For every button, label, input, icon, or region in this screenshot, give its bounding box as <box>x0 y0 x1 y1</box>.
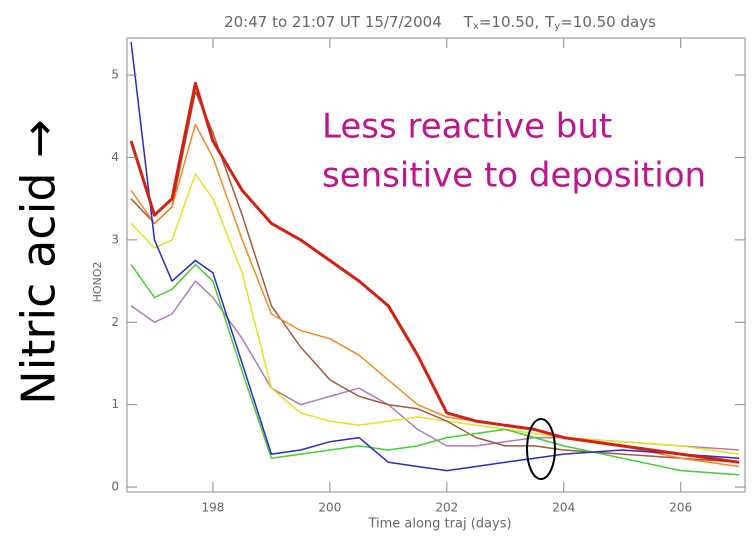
y-tick-label: 4 <box>111 150 119 164</box>
y-tick-label: 5 <box>111 68 119 82</box>
x-tick-label: 198 <box>201 501 224 515</box>
title-ty-sub: y <box>554 21 560 32</box>
x-tick-label: 200 <box>318 501 341 515</box>
highlight-ellipse <box>526 418 556 480</box>
plot-area <box>129 42 740 476</box>
title-ty-value: =10.50 days <box>560 13 656 31</box>
title-tx: T <box>463 13 474 31</box>
series-line <box>129 81 740 464</box>
x-tick-label: 206 <box>669 501 692 515</box>
y-tick-label: 0 <box>111 480 119 494</box>
y-axis-label: HONO2 <box>91 262 104 303</box>
title-time: 20:47 to 21:07 UT 15/7/2004 <box>224 13 442 31</box>
annotation-line-2: sensitive to deposition <box>322 156 706 196</box>
chart-title: 20:47 to 21:07 UT 15/7/2004 Tx=10.50, Ty=1… <box>224 13 656 33</box>
y-tick-label: 2 <box>111 315 119 329</box>
x-axis-label: Time along traj (days) <box>367 517 511 532</box>
y-tick-label: 1 <box>111 397 119 411</box>
side-label: Nitric acid → <box>12 119 66 404</box>
x-tick-label: 204 <box>552 501 575 515</box>
title-tx-value: =10.50, <box>479 13 539 31</box>
y-tick-label: 3 <box>111 232 119 246</box>
x-tick-label: 202 <box>435 501 458 515</box>
title-tx-sub: x <box>473 21 479 32</box>
series-line <box>130 42 740 472</box>
series-line <box>130 90 740 464</box>
title-ty: T <box>544 13 555 31</box>
annotation-line-1: Less reactive but <box>322 107 612 147</box>
plot-frame <box>126 37 746 493</box>
series-line <box>130 263 740 476</box>
